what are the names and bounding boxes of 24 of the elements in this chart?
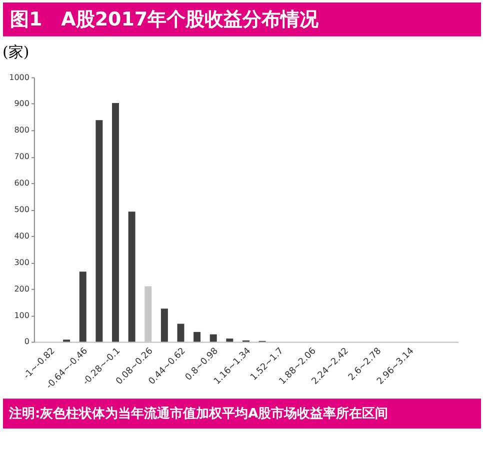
bar bbox=[96, 120, 103, 342]
bar bbox=[144, 286, 152, 342]
y-tick-label: 1000 bbox=[9, 72, 30, 82]
bar bbox=[79, 272, 86, 342]
bar bbox=[226, 338, 234, 342]
y-axis-title: (家) bbox=[2, 42, 30, 61]
bar bbox=[177, 324, 184, 342]
text: 注明:灰色柱状体为当年流通市值加权平均A股市场收益率所在区间 bbox=[8, 406, 388, 422]
y-tick-label: 200 bbox=[14, 284, 30, 294]
y-tick-label: 300 bbox=[14, 258, 30, 267]
y-tick-label: 800 bbox=[14, 126, 30, 135]
y-tick-label: 0 bbox=[24, 337, 30, 346]
chart-title: 图1 A股2017年个股收益分布情况 bbox=[10, 8, 320, 30]
bar bbox=[160, 308, 168, 342]
y-tick-label: 500 bbox=[14, 205, 30, 214]
bar bbox=[210, 334, 217, 342]
bar bbox=[112, 102, 119, 342]
y-tick-label: 100 bbox=[14, 310, 30, 320]
bar bbox=[194, 332, 201, 342]
y-tick-label: 400 bbox=[14, 231, 30, 240]
y-tick-label: 900 bbox=[14, 99, 30, 108]
bar bbox=[128, 212, 136, 342]
y-tick-label: 600 bbox=[14, 178, 30, 188]
y-tick-label: 700 bbox=[14, 152, 30, 162]
